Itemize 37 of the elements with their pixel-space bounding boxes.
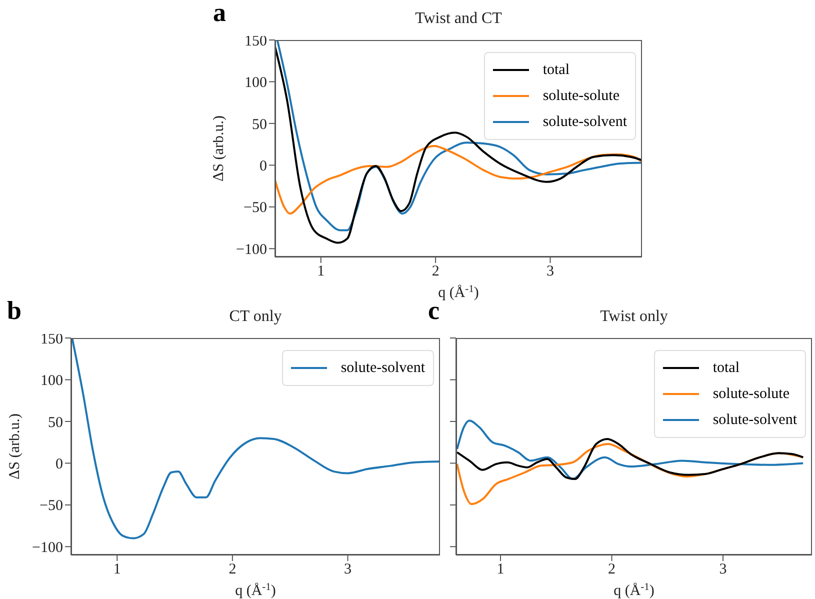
chart-title: Twist only — [599, 308, 669, 326]
legend-label: solute-solvent — [712, 412, 797, 428]
y-tick-label: 0 — [260, 158, 267, 175]
text: c — [428, 296, 440, 326]
legend-label: solute-solute — [542, 88, 620, 104]
x-tick-label: 2 — [608, 562, 616, 578]
y-tick-label: −50 — [40, 498, 63, 514]
legend-label: solute-solvent — [542, 114, 627, 130]
line-series — [71, 338, 440, 540]
y-tick-label: 100 — [40, 373, 63, 390]
x-axis-title: q (Å$^{-1}$) — [438, 284, 479, 301]
legend-label: total — [542, 62, 570, 78]
x-tick-label: 3 — [344, 562, 352, 578]
line-series — [275, 144, 642, 215]
y-tick-label: −100 — [236, 242, 267, 258]
legend-label: solute-solvent — [340, 360, 425, 376]
x-tick-label: 2 — [228, 562, 236, 578]
y-tick-label: −50 — [244, 200, 267, 216]
text: a — [213, 0, 226, 28]
x-axis-title: q (Å$^{-1}$) — [235, 582, 276, 599]
x-tick-label: 2 — [432, 264, 440, 280]
text: b — [7, 296, 22, 326]
y-tick-label: 100 — [244, 75, 267, 92]
y-tick-label: 0 — [56, 456, 63, 473]
x-tick-label: 3 — [546, 264, 554, 280]
x-tick-label: 3 — [719, 562, 727, 578]
y-tick-label: 50 — [48, 414, 63, 431]
x-axis-title: q (Å$^{-1}$) — [614, 582, 654, 599]
legend-label: total — [712, 360, 740, 376]
chart-title: Twist and CT — [414, 10, 503, 28]
x-tick-label: 1 — [317, 264, 325, 280]
x-tick-label: 1 — [113, 562, 121, 578]
y-tick-label: 50 — [252, 116, 267, 133]
y-tick-label: −100 — [32, 540, 63, 556]
x-tick-label: 1 — [496, 562, 504, 578]
legend-label: solute-solute — [712, 386, 790, 402]
chart-title: CT only — [229, 308, 282, 325]
